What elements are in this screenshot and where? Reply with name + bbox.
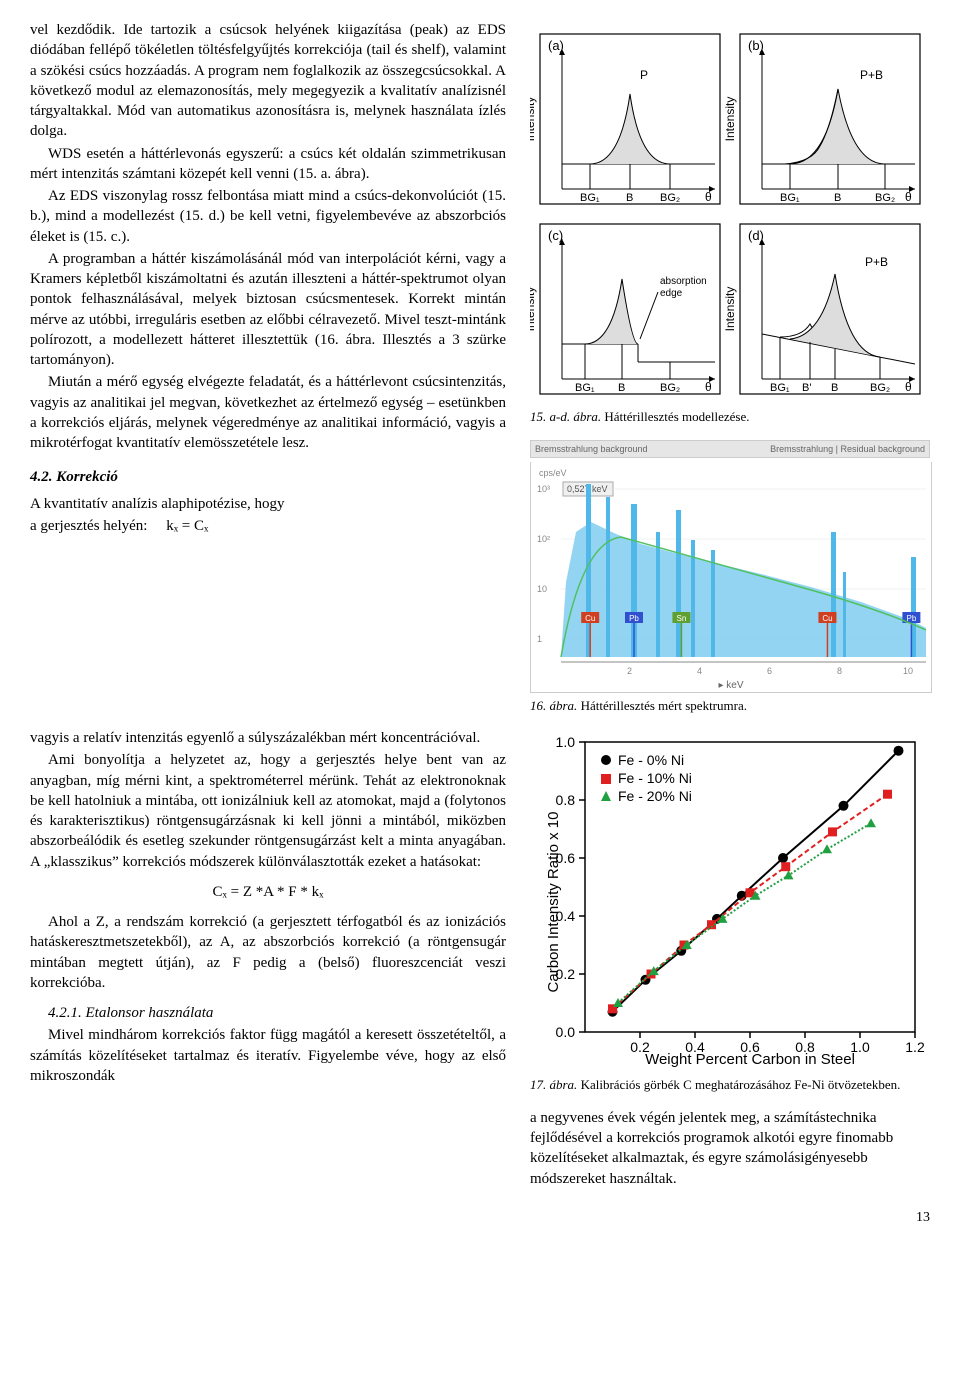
svg-text:Intensity: Intensity (530, 97, 537, 142)
svg-text:B: B (626, 192, 633, 204)
svg-text:Weight Percent Carbon in Steel: Weight Percent Carbon in Steel (645, 1051, 855, 1068)
paragraph: Az EDS viszonylag rossz felbontása miatt… (30, 186, 506, 247)
svg-text:Pb: Pb (629, 614, 639, 623)
svg-text:θ: θ (905, 380, 912, 394)
svg-text:(c): (c) (548, 228, 563, 243)
section-heading: 4.2. Korrekció (30, 467, 506, 487)
svg-text:Intensity: Intensity (723, 97, 737, 142)
paragraph: Miután a mérő egység elvégezte feladatát… (30, 372, 506, 453)
figure-17-caption: 17. ábra. Kalibrációs görbék C meghatáro… (530, 1076, 930, 1094)
svg-text:1.2: 1.2 (905, 1039, 925, 1055)
svg-text:B: B (831, 382, 838, 394)
svg-text:0.8: 0.8 (556, 792, 576, 808)
svg-text:BG₁: BG₁ (770, 382, 790, 394)
svg-text:P: P (640, 68, 648, 82)
svg-text:8: 8 (837, 666, 842, 676)
svg-text:absorption: absorption (660, 276, 707, 287)
paragraph: vel kezdődik. Ide tartozik a csúcsok hel… (30, 20, 506, 142)
paragraph: Ami bonyolítja a helyzetet az, hogy a ge… (30, 750, 506, 872)
svg-text:edge: edge (660, 288, 683, 299)
svg-text:P+B: P+B (860, 68, 883, 82)
svg-text:6: 6 (767, 666, 772, 676)
svg-text:1: 1 (537, 634, 542, 644)
svg-text:Cu: Cu (822, 614, 832, 623)
svg-text:cps/eV: cps/eV (539, 468, 567, 478)
subsection-heading: 4.2.1. Etalonsor használata (30, 1003, 506, 1023)
svg-text:Fe - 0% Ni: Fe - 0% Ni (618, 752, 684, 768)
paragraph: A kvantitatív analízis alaphipotézise, h… (30, 494, 506, 514)
paragraph: Mivel mindhárom korrekciós faktor függ m… (30, 1025, 506, 1086)
svg-text:10²: 10² (537, 534, 550, 544)
svg-text:B: B (618, 382, 625, 394)
svg-text:0.0: 0.0 (556, 1024, 576, 1040)
svg-text:BG₂: BG₂ (660, 192, 680, 204)
svg-text:B': B' (802, 382, 811, 394)
svg-text:BG₁: BG₁ (780, 192, 800, 204)
figure-16: 10³ 10² 10 1 cps/eV 0,527 keV (530, 462, 932, 693)
paragraph: A programban a háttér kiszámolásánál mód… (30, 249, 506, 371)
figure-17: 0.00.20.40.60.81.0 0.20.40.60.81.01.2 Ca… (530, 732, 930, 1072)
svg-text:Carbon Intensity Ratio x 10: Carbon Intensity Ratio x 10 (545, 812, 562, 993)
svg-text:Fe - 10% Ni: Fe - 10% Ni (618, 770, 692, 786)
svg-text:10: 10 (903, 666, 913, 676)
svg-text:4: 4 (697, 666, 702, 676)
svg-text:Intensity: Intensity (723, 287, 737, 332)
svg-text:Fe - 20% Ni: Fe - 20% Ni (618, 788, 692, 804)
figure-16-caption: 16. ábra. Háttérillesztés mért spektrumr… (530, 697, 930, 715)
spectrum-header: Bremsstrahlung background Bremsstrahlung… (530, 440, 930, 458)
figure-15-caption: 15. a-d. ábra. Háttérillesztés modellezé… (530, 408, 930, 426)
svg-text:Intensity: Intensity (530, 287, 537, 332)
svg-text:Cu: Cu (585, 614, 595, 623)
svg-text:P+B: P+B (865, 255, 888, 269)
figure-15: (a) Intensity P BG₁ B BG₂ θ (530, 24, 930, 404)
equation: Cₓ = Z *A * F * kₓ (30, 882, 506, 902)
svg-text:BG₂: BG₂ (870, 382, 890, 394)
page-number: 13 (30, 1209, 930, 1228)
svg-text:BG₂: BG₂ (660, 382, 680, 394)
svg-text:10³: 10³ (537, 484, 550, 494)
svg-text:BG₁: BG₁ (580, 192, 600, 204)
paragraph: vagyis a relatív intenzitás egyenlő a sú… (30, 728, 506, 748)
svg-text:BG₂: BG₂ (875, 192, 895, 204)
svg-text:10: 10 (537, 584, 547, 594)
paragraph: WDS esetén a háttérlevonás egyszerű: a c… (30, 144, 506, 185)
paragraph: Ahol a Z, a rendszám korrekció (a gerjes… (30, 912, 506, 993)
svg-text:θ: θ (705, 380, 712, 394)
svg-text:θ: θ (905, 190, 912, 204)
equation-line: a gerjesztés helyén: kₓ = Cₓ (30, 516, 506, 536)
paragraph: a negyvenes évek végén jelentek meg, a s… (530, 1108, 930, 1189)
svg-text:θ: θ (705, 190, 712, 204)
svg-text:BG₁: BG₁ (575, 382, 595, 394)
svg-text:B: B (834, 192, 841, 204)
svg-text:1.0: 1.0 (556, 734, 576, 750)
svg-text:2: 2 (627, 666, 632, 676)
svg-text:Sn: Sn (677, 614, 687, 623)
svg-text:▸ keV: ▸ keV (718, 680, 743, 691)
